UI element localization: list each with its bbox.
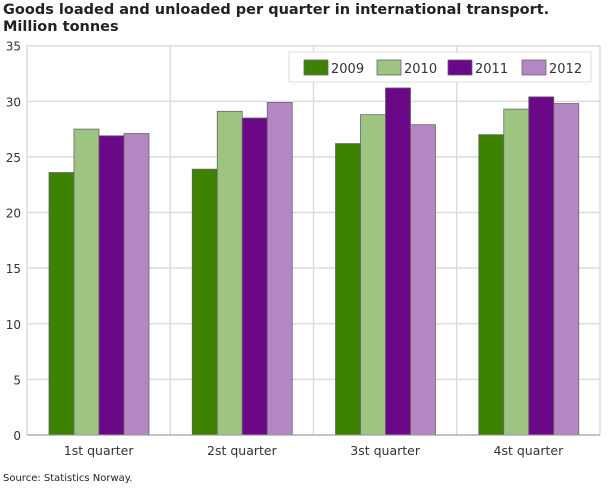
bar-2011-q2 (241, 117, 268, 436)
bar-2010-q2 (216, 110, 243, 436)
y-tick-label: 0 (13, 429, 21, 443)
bar-2012-q3 (410, 124, 436, 436)
chart-subtitle: Million tonnes (3, 19, 119, 35)
x-tick-label: 3st quarter (350, 443, 421, 458)
bar-2012-q1 (123, 133, 150, 436)
y-tick-label: 25 (6, 151, 21, 165)
x-tick-label: 2st quarter (207, 443, 278, 458)
legend-swatch-2010 (376, 59, 402, 76)
y-tick-label: 5 (13, 373, 21, 387)
legend-label-2009: 2009 (331, 62, 364, 77)
chart-title: Goods loaded and unloaded per quarter in… (3, 2, 550, 18)
y-tick-label: 10 (6, 318, 21, 332)
bar-2009-q1 (48, 172, 75, 436)
legend-label-2010: 2010 (404, 62, 437, 77)
source-note: Source: Statistics Norway. (3, 473, 133, 484)
y-tick-label: 15 (6, 262, 21, 276)
bar-2010-q3 (360, 114, 386, 436)
bar-2010-q1 (73, 128, 100, 436)
legend-swatch-2009 (303, 59, 329, 76)
bar-2010-q4 (503, 108, 530, 436)
y-tick-label: 35 (6, 40, 21, 54)
legend-swatch-2011 (447, 59, 473, 76)
bar-2011-q1 (98, 135, 125, 436)
legend-swatch-2012 (521, 59, 547, 76)
legend-label-2011: 2011 (475, 62, 508, 77)
bar-2012-q2 (266, 102, 293, 436)
bar-2009-q3 (335, 143, 361, 436)
y-tick-label: 30 (6, 95, 21, 109)
bar-2011-q4 (528, 96, 555, 436)
bar-2009-q4 (478, 134, 505, 436)
bar-chart: 0 5 10 15 20 25 30 35 1st quarter 2st quarter 3st … (6, 40, 601, 458)
y-tick-label: 20 (6, 207, 21, 221)
bar-2011-q3 (385, 87, 411, 436)
x-tick-label: 4st quarter (494, 443, 565, 458)
bar-2009-q2 (191, 168, 218, 436)
legend-label-2012: 2012 (549, 62, 582, 77)
bar-2012-q4 (553, 103, 580, 436)
x-tick-label: 1st quarter (64, 443, 135, 458)
